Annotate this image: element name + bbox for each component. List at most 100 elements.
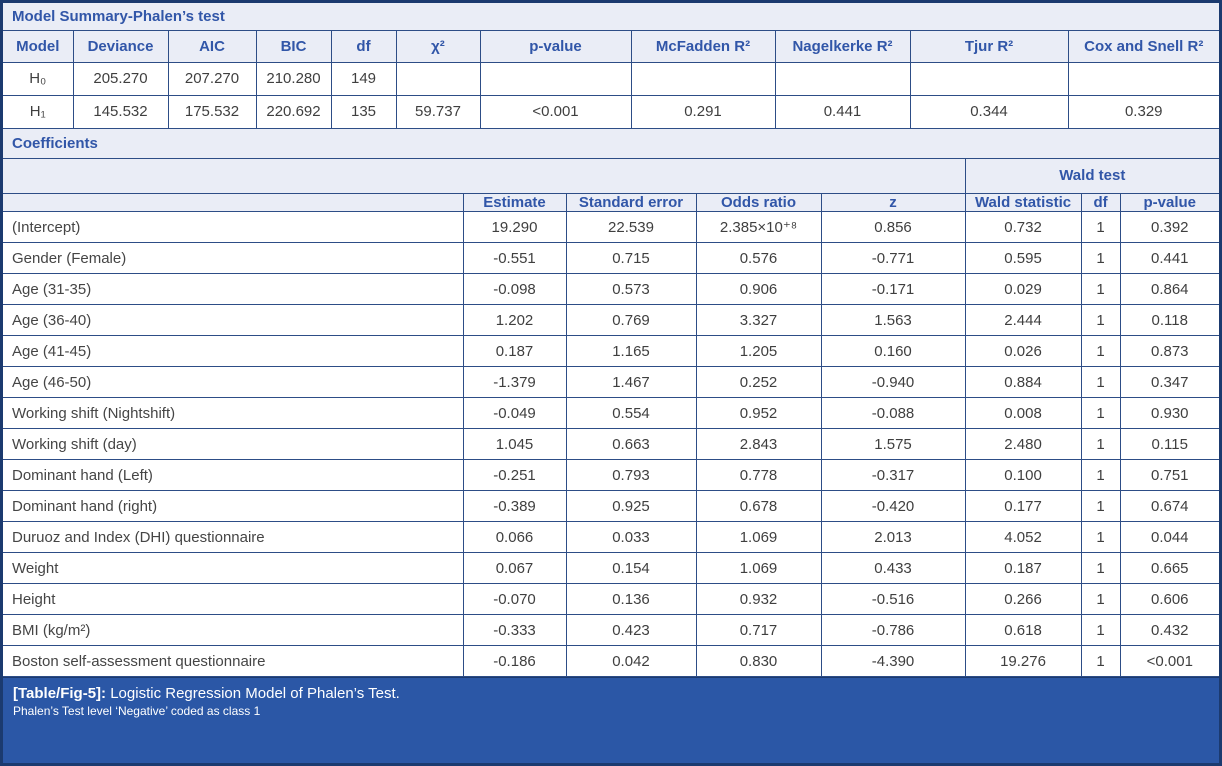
column-header-bic: BIC [255, 31, 332, 63]
column-header-df: df [330, 31, 397, 63]
model-name-cell: H₁ [3, 94, 74, 129]
aic-cell: 175.532 [167, 94, 257, 129]
z-cell: 0.856 [820, 211, 966, 243]
z-cell: 1.563 [820, 304, 966, 336]
estimate-cell: 1.045 [462, 428, 567, 460]
p-value-cell: <0.001 [479, 94, 632, 129]
p-value-cell [479, 61, 632, 96]
wald-statistic-cell: 0.266 [964, 583, 1082, 615]
p-value-cell: 0.665 [1119, 552, 1219, 584]
coefficient-row: Age (31-35) -0.098 0.573 0.906 -0.171 0.… [3, 273, 1219, 305]
odds-ratio-cell: 0.932 [695, 583, 822, 615]
odds-ratio-cell: 0.906 [695, 273, 822, 305]
wald-statistic-cell: 2.480 [964, 428, 1082, 460]
wald-group-header: Wald test [964, 158, 1219, 194]
standard-error-cell: 0.423 [565, 614, 697, 646]
bic-cell: 220.692 [255, 94, 332, 129]
column-header-term [3, 193, 464, 212]
estimate-cell: -0.333 [462, 614, 567, 646]
deviance-cell: 205.270 [72, 61, 169, 96]
wald-statistic-cell: 0.026 [964, 335, 1082, 367]
coefficient-row: Working shift (Nightshift) -0.049 0.554 … [3, 397, 1219, 429]
odds-ratio-cell: 1.205 [695, 335, 822, 367]
estimate-cell: -1.379 [462, 366, 567, 398]
z-cell: -0.771 [820, 242, 966, 274]
term-label-cell: Age (46-50) [3, 366, 464, 398]
df-cell: 1 [1080, 521, 1121, 553]
term-label-cell: Weight [3, 552, 464, 584]
standard-error-cell: 0.033 [565, 521, 697, 553]
df-cell: 1 [1080, 335, 1121, 367]
coefficient-row: Dominant hand (Left) -0.251 0.793 0.778 … [3, 459, 1219, 491]
column-header-z: z [820, 193, 966, 212]
odds-ratio-cell: 0.952 [695, 397, 822, 429]
term-label-cell: Height [3, 583, 464, 615]
deviance-cell: 145.532 [72, 94, 169, 129]
standard-error-cell: 0.769 [565, 304, 697, 336]
standard-error-cell: 0.573 [565, 273, 697, 305]
coefficient-row: Age (36-40) 1.202 0.769 3.327 1.563 2.44… [3, 304, 1219, 336]
column-header-wald-statistic: Wald statistic [964, 193, 1082, 212]
term-label-cell: Duruoz and Index (DHI) questionnaire [3, 521, 464, 553]
wald-statistic-cell: 0.177 [964, 490, 1082, 522]
wald-statistic-cell: 0.187 [964, 552, 1082, 584]
estimate-cell: 0.187 [462, 335, 567, 367]
z-cell: -0.516 [820, 583, 966, 615]
column-header-standard-error: Standard error [565, 193, 697, 212]
z-cell: -4.390 [820, 645, 966, 677]
p-value-cell: 0.044 [1119, 521, 1219, 553]
aic-cell: 207.270 [167, 61, 257, 96]
df-cell: 1 [1080, 304, 1121, 336]
nagelkerke-r2-cell [774, 61, 911, 96]
wald-statistic-cell: 0.029 [964, 273, 1082, 305]
p-value-cell: 0.864 [1119, 273, 1219, 305]
chi-square-cell [395, 61, 481, 96]
estimate-cell: -0.551 [462, 242, 567, 274]
standard-error-cell: 1.467 [565, 366, 697, 398]
coefficient-row: Height -0.070 0.136 0.932 -0.516 0.266 1… [3, 583, 1219, 615]
standard-error-cell: 0.136 [565, 583, 697, 615]
estimate-cell: -0.251 [462, 459, 567, 491]
odds-ratio-cell: 0.830 [695, 645, 822, 677]
odds-ratio-cell: 2.843 [695, 428, 822, 460]
column-header-odds-ratio: Odds ratio [695, 193, 822, 212]
estimate-cell: -0.049 [462, 397, 567, 429]
wald-statistic-cell: 2.444 [964, 304, 1082, 336]
column-header-estimate: Estimate [462, 193, 567, 212]
df-cell: 1 [1080, 211, 1121, 243]
wald-statistic-cell: 0.008 [964, 397, 1082, 429]
coefficients-body: (Intercept) 19.290 22.539 2.385×10⁺⁸ 0.8… [3, 211, 1219, 677]
p-value-cell: 0.930 [1119, 397, 1219, 429]
estimate-cell: -0.389 [462, 490, 567, 522]
coefficients-title: Coefficients [3, 128, 1219, 159]
standard-error-cell: 0.715 [565, 242, 697, 274]
z-cell: -0.786 [820, 614, 966, 646]
z-cell: 0.160 [820, 335, 966, 367]
column-header-deviance: Deviance [72, 31, 169, 63]
caption-note: Phalen’s Test level ‘Negative’ coded as … [13, 704, 261, 718]
standard-error-cell: 0.554 [565, 397, 697, 429]
standard-error-cell: 0.042 [565, 645, 697, 677]
p-value-cell: 0.347 [1119, 366, 1219, 398]
figure-caption: [Table/Fig-5]: Logistic Regression Model… [3, 677, 1219, 763]
df-cell: 1 [1080, 583, 1121, 615]
wald-statistic-cell: 0.100 [964, 459, 1082, 491]
bic-cell: 210.280 [255, 61, 332, 96]
odds-ratio-cell: 0.252 [695, 366, 822, 398]
standard-error-cell: 0.925 [565, 490, 697, 522]
df-cell: 1 [1080, 366, 1121, 398]
p-value-cell: 0.674 [1119, 490, 1219, 522]
estimate-cell: 1.202 [462, 304, 567, 336]
standard-error-cell: 1.165 [565, 335, 697, 367]
model-summary-table: Model Deviance AIC BIC df χ² p-value McF… [3, 31, 1219, 129]
wald-statistic-cell: 0.595 [964, 242, 1082, 274]
z-cell: -0.420 [820, 490, 966, 522]
df-cell: 1 [1080, 397, 1121, 429]
odds-ratio-cell: 0.778 [695, 459, 822, 491]
odds-ratio-cell: 1.069 [695, 521, 822, 553]
p-value-cell: 0.432 [1119, 614, 1219, 646]
model-name-cell: H₀ [3, 61, 74, 96]
term-label-cell: Age (31-35) [3, 273, 464, 305]
tjur-r2-cell: 0.344 [909, 94, 1069, 129]
